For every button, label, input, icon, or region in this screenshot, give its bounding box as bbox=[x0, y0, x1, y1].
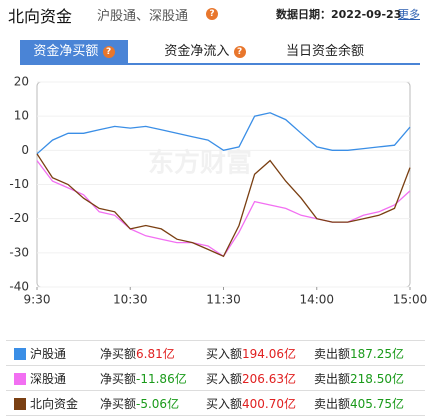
tab[interactable]: 当日资金余额 bbox=[270, 40, 380, 64]
tab[interactable]: 资金净流入 ? bbox=[150, 40, 260, 64]
legend-name: 沪股通 bbox=[30, 340, 100, 366]
legend-swatch bbox=[14, 397, 26, 410]
date-label: 数据日期：2022-09-23 bbox=[276, 8, 402, 21]
cell: 净买额-11.86亿 bbox=[100, 365, 206, 391]
subtitle: 沪股通、深股通 bbox=[97, 9, 189, 24]
legend-name: 深股通 bbox=[30, 365, 100, 391]
x-tick-label: 11:30 bbox=[206, 293, 241, 307]
summary-row: 沪股通 净买额6.81亿 买入额194.06亿 卖出额187.25亿 bbox=[6, 340, 425, 366]
net-label: 净买额 bbox=[100, 346, 137, 361]
buy-value: 206.63亿 bbox=[242, 371, 297, 386]
buy-value: 400.70亿 bbox=[242, 396, 297, 411]
tab-underline bbox=[20, 63, 420, 65]
series-line bbox=[36, 153, 411, 258]
chart: 东方财富 20 10 0 -10 -20 -30 -409:30 10:30 11:30 14:0… bbox=[9, 75, 428, 307]
net-label: 净买额 bbox=[100, 396, 137, 411]
cell bbox=[6, 340, 30, 366]
buy-value: 194.06亿 bbox=[242, 346, 297, 361]
net-value: 6.81亿 bbox=[136, 346, 175, 361]
more-link[interactable]: 更多 bbox=[398, 8, 420, 21]
legend-swatch bbox=[14, 372, 26, 385]
buy-label: 买入额 bbox=[206, 371, 243, 386]
cell: 卖出额405.75亿 bbox=[314, 390, 425, 416]
cell: 买入额206.63亿 bbox=[206, 365, 314, 391]
y-tick-label: 20 bbox=[14, 75, 29, 89]
cell bbox=[6, 365, 30, 391]
tab-label: 资金净流入 bbox=[164, 44, 230, 59]
y-tick-label: -20 bbox=[9, 211, 29, 225]
net-value: -11.86亿 bbox=[136, 371, 187, 386]
net-label: 净买额 bbox=[100, 371, 137, 386]
cell: 净买额-5.06亿 bbox=[100, 390, 206, 416]
sell-label: 卖出额 bbox=[314, 396, 351, 411]
y-tick-label: -40 bbox=[9, 280, 29, 294]
cell: 净买额6.81亿 bbox=[100, 340, 206, 366]
cell: 买入额400.70亿 bbox=[206, 390, 314, 416]
watermark: 东方财富 bbox=[148, 148, 252, 179]
sell-value: 187.25亿 bbox=[350, 346, 405, 361]
cell: 买入额194.06亿 bbox=[206, 340, 314, 366]
sell-label: 卖出额 bbox=[314, 371, 351, 386]
y-tick-label: 10 bbox=[14, 109, 29, 123]
buy-label: 买入额 bbox=[206, 396, 243, 411]
legend-name: 北向资金 bbox=[30, 390, 100, 416]
buy-label: 买入额 bbox=[206, 346, 243, 361]
series-line bbox=[36, 112, 411, 155]
net-value: -5.06亿 bbox=[136, 396, 180, 411]
sell-value: 218.50亿 bbox=[350, 371, 405, 386]
legend-swatch bbox=[14, 347, 26, 360]
tab-label: 资金净买额 bbox=[33, 44, 99, 59]
y-tick-label: -10 bbox=[9, 177, 29, 191]
tab[interactable]: 资金净买额 ? bbox=[20, 40, 128, 64]
tab-label: 当日资金余额 bbox=[285, 44, 364, 59]
sell-label: 卖出额 bbox=[314, 346, 351, 361]
summary-row: 北向资金 净买额-5.06亿 买入额400.70亿 卖出额405.75亿 bbox=[6, 390, 425, 416]
y-tick-label: 0 bbox=[21, 143, 29, 157]
summary-table: 沪股通 净买额6.81亿 买入额194.06亿 卖出额187.25亿 深股通 净买额-11… bbox=[6, 340, 425, 416]
cell: 卖出额187.25亿 bbox=[314, 340, 425, 366]
sell-value: 405.75亿 bbox=[350, 396, 405, 411]
x-tick-label: 9:30 bbox=[24, 293, 51, 307]
help-icon[interactable]: ? bbox=[233, 45, 246, 58]
summary-row: 深股通 净买额-11.86亿 买入额206.63亿 卖出额218.50亿 bbox=[6, 365, 425, 391]
y-tick-label: -30 bbox=[9, 245, 29, 259]
help-icon[interactable]: ? bbox=[102, 45, 115, 58]
x-tick-label: 14:00 bbox=[299, 293, 334, 307]
title: 北向资金 bbox=[8, 7, 73, 26]
help-icon[interactable]: ? bbox=[206, 8, 218, 20]
x-tick-label: 10:30 bbox=[113, 293, 148, 307]
x-tick-label: 15:00 bbox=[393, 293, 428, 307]
cell bbox=[6, 390, 30, 416]
cell: 卖出额218.50亿 bbox=[314, 365, 425, 391]
